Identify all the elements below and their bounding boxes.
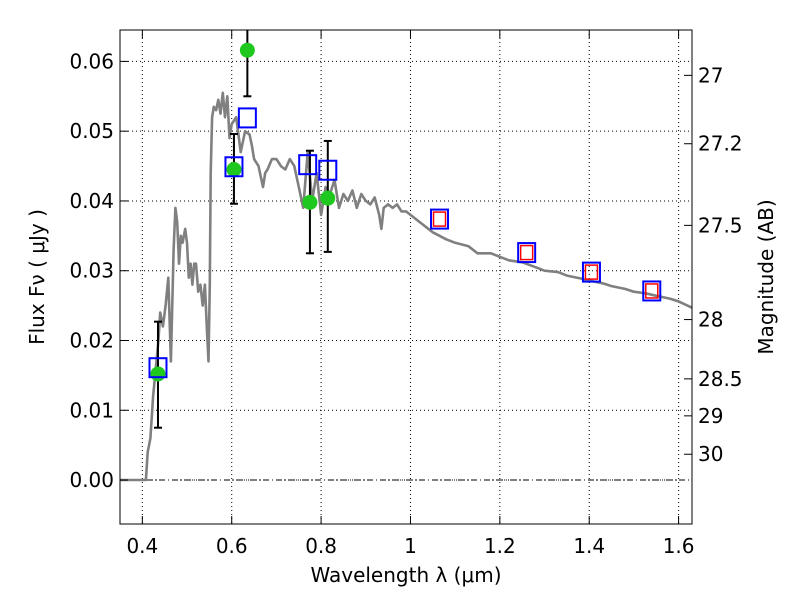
observed-point — [239, 42, 255, 58]
y2-tick-label: 27.5 — [698, 213, 743, 237]
model-photometry-square — [581, 261, 601, 283]
model-photometry-inner-square — [645, 283, 659, 299]
x-tick-label: 0.8 — [305, 534, 337, 558]
y-tick-label: 0.00 — [69, 468, 114, 492]
observed-points — [150, 42, 336, 382]
model-photometry-square — [237, 107, 257, 129]
model-photometry-square — [298, 154, 318, 176]
y-axis-label: Flux Fν ( μJy ) — [25, 209, 49, 345]
y-tick-label: 0.03 — [69, 259, 114, 283]
observed-point — [226, 162, 242, 178]
x-tick-label: 1.2 — [484, 534, 516, 558]
y2-tick-label: 28.5 — [698, 367, 743, 391]
y-tick-label: 0.01 — [69, 398, 114, 422]
observed-point — [150, 366, 166, 382]
model-photometry-square — [148, 357, 168, 379]
y-tick-label: 0.05 — [69, 119, 114, 143]
plot-frame — [119, 29, 693, 525]
x-tick-label: 1 — [404, 534, 417, 558]
model-photometry-square — [517, 242, 537, 264]
model-photometry-square — [430, 208, 450, 230]
observed-point — [302, 194, 318, 210]
grid — [120, 30, 692, 524]
x-tick-label: 0.6 — [216, 534, 248, 558]
y-tick-label: 0.04 — [69, 189, 114, 213]
y-tick-label: 0.02 — [69, 328, 114, 352]
y2-axis-label: Magnitude (AB) — [754, 199, 778, 354]
sed-model-line — [120, 91, 692, 482]
y2-tick-label: 27.2 — [698, 132, 743, 156]
model-photometry-inner-square — [584, 264, 599, 280]
model-photometry-inner-square — [432, 211, 447, 227]
y-axis-ticks: 0.00 0.01 0.02 0.03 0.04 0.05 0.06 — [69, 49, 128, 492]
x-axis-label: Wavelength λ (μm) — [310, 563, 501, 587]
model-photometry-inner-square — [519, 244, 534, 261]
y2-axis-ticks: 27 27.2 27.5 28 28.5 29 30 — [684, 63, 743, 466]
x-tick-label: 1.4 — [573, 534, 605, 558]
model-photometry-squares — [148, 107, 662, 379]
model-photometry-square — [318, 159, 338, 181]
model-photometry-square — [224, 156, 244, 178]
observed-point — [320, 190, 336, 206]
plot-area — [120, 30, 692, 482]
y-tick-label: 0.06 — [69, 49, 114, 73]
x-tick-label: 0.4 — [126, 534, 158, 558]
x-tick-label: 1.6 — [663, 534, 695, 558]
y2-tick-label: 30 — [698, 442, 723, 466]
y2-tick-label: 28 — [698, 308, 723, 332]
x-axis-ticks: 0.4 0.6 0.8 1 1.2 1.4 1.6 — [126, 30, 695, 558]
model-photometry-square — [642, 280, 662, 302]
y2-tick-label: 29 — [698, 404, 723, 428]
y2-tick-label: 27 — [698, 63, 723, 87]
